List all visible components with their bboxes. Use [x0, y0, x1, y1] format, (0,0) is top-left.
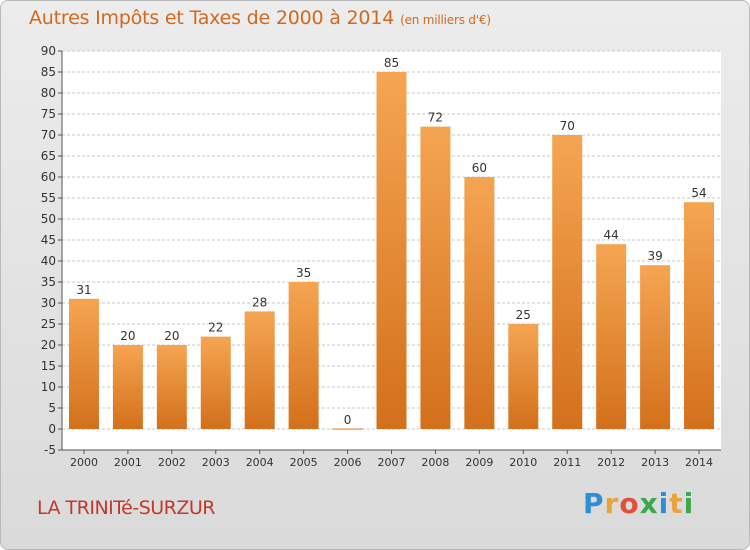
chart-title: Autres Impôts et Taxes de 2000 à 2014 (en… — [29, 7, 491, 29]
y-tick-label: 30 — [41, 296, 56, 310]
data-label: 25 — [516, 308, 531, 322]
y-tick-label: 65 — [41, 149, 56, 163]
x-tick-label: 2011 — [553, 456, 581, 469]
proxiti-logo: Proxiti — [583, 487, 694, 520]
data-label: 35 — [296, 266, 311, 280]
x-tick-label: 2005 — [290, 456, 318, 469]
logo-letter: r — [604, 487, 620, 520]
logo-letter: o — [619, 487, 640, 520]
bar — [68, 298, 99, 429]
data-label: 39 — [647, 249, 662, 263]
x-tick-label: 2007 — [378, 456, 406, 469]
x-tick-label: 2012 — [597, 456, 625, 469]
bar — [552, 135, 583, 429]
bar — [156, 345, 187, 429]
data-label: 54 — [691, 186, 706, 200]
y-tick-label: 75 — [41, 107, 56, 121]
y-tick-label: 85 — [41, 65, 56, 79]
chart-title-text: Autres Impôts et Taxes de 2000 à 2014 — [29, 7, 395, 29]
x-tick-label: 2009 — [465, 456, 493, 469]
y-tick-label: 0 — [48, 422, 56, 436]
logo-letter: t — [669, 487, 684, 520]
x-tick-label: 2001 — [114, 456, 142, 469]
bar — [420, 126, 451, 429]
y-tick-label: 80 — [41, 86, 56, 100]
logo-letter: x — [639, 487, 659, 520]
data-label: 0 — [344, 413, 352, 427]
x-tick-label: 2002 — [158, 456, 186, 469]
data-label: 70 — [560, 119, 575, 133]
y-tick-label: 25 — [41, 317, 56, 331]
x-tick-label: 2013 — [641, 456, 669, 469]
y-tick-label: -5 — [44, 443, 56, 457]
bar — [464, 177, 495, 429]
y-tick-label: 15 — [41, 359, 56, 373]
bar — [596, 244, 627, 429]
y-tick-label: 10 — [41, 380, 56, 394]
bar — [288, 282, 319, 429]
bar — [640, 265, 671, 429]
data-label: 60 — [472, 161, 487, 175]
bar — [332, 428, 363, 430]
logo-letter: i — [658, 487, 670, 520]
x-tick-label: 2004 — [246, 456, 274, 469]
x-tick-label: 2008 — [421, 456, 449, 469]
data-label: 44 — [604, 228, 619, 242]
data-label: 31 — [76, 283, 91, 297]
bar — [376, 72, 407, 429]
x-tick-label: 2014 — [685, 456, 713, 469]
data-label: 22 — [208, 321, 223, 335]
bar — [244, 311, 275, 429]
y-tick-label: 20 — [41, 338, 56, 352]
y-tick-label: 60 — [41, 170, 56, 184]
data-label: 28 — [252, 295, 267, 309]
data-label: 85 — [384, 56, 399, 70]
x-tick-label: 2010 — [509, 456, 537, 469]
y-tick-label: 55 — [41, 191, 56, 205]
x-tick-label: 2006 — [334, 456, 362, 469]
logo-letter: P — [583, 487, 605, 520]
y-tick-label: 35 — [41, 275, 56, 289]
bar — [684, 202, 715, 429]
bar — [112, 345, 143, 429]
logo-letter: i — [683, 487, 695, 520]
y-tick-label: 45 — [41, 233, 56, 247]
chart-unit: (en milliers d'€) — [400, 13, 491, 27]
y-tick-label: 90 — [41, 44, 56, 58]
x-tick-label: 2000 — [70, 456, 98, 469]
y-tick-label: 50 — [41, 212, 56, 226]
data-label: 72 — [428, 111, 443, 125]
data-label: 20 — [164, 329, 179, 343]
y-tick-label: 40 — [41, 254, 56, 268]
y-tick-label: 5 — [48, 401, 56, 415]
commune-name: LA TRINITé-SURZUR — [37, 497, 216, 519]
bar — [200, 336, 231, 429]
data-label: 20 — [120, 329, 135, 343]
bar — [508, 324, 539, 429]
x-tick-label: 2003 — [202, 456, 230, 469]
y-tick-label: 70 — [41, 128, 56, 142]
